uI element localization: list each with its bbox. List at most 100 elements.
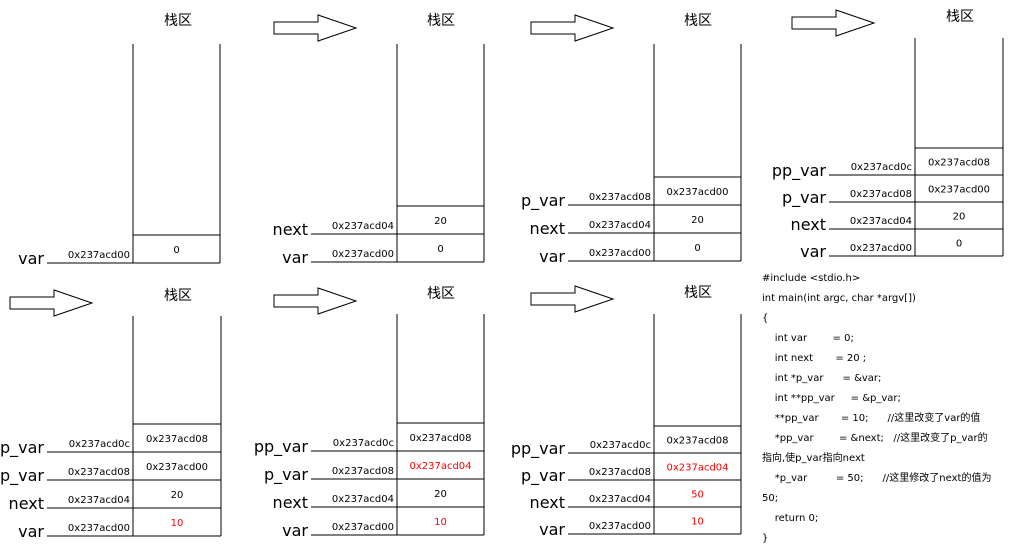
cell-value: 0x237acd00 (666, 187, 728, 198)
variable-name-label: p_var (782, 188, 826, 208)
stack-panel: 栈区 var 0x237acd00 0 (18, 13, 221, 268)
memory-address: 0x237acd04 (332, 494, 394, 505)
stack-title: 栈区 (946, 9, 974, 25)
cell-value: 0x237acd08 (146, 434, 208, 445)
step-arrow-icon (9, 289, 94, 317)
memory-address: 0x237acd08 (68, 467, 130, 478)
code-line: int var = 0; (762, 333, 854, 344)
code-line: **pp_var = 10; //这里改变了var的值 (762, 411, 980, 424)
variable-name-label: var (539, 520, 565, 539)
code-line: 50; (762, 493, 778, 504)
cell-value: 0x237acd00 (146, 462, 208, 473)
cell-value: 50 (691, 490, 704, 501)
variable-name-label: next (530, 219, 565, 238)
variable-name-label: next (530, 493, 565, 512)
cell-value: 10 (691, 517, 704, 528)
stack-panel: 栈区 var 0x237acd00 0 next 0x237acd04 20 p_var 0x2… (521, 13, 742, 266)
variable-name-label: var (282, 521, 308, 540)
memory-address: 0x237acd00 (332, 249, 394, 260)
memory-address: 0x237acd04 (68, 495, 130, 506)
stack-title: 栈区 (684, 285, 712, 301)
memory-address: 0x237acd0c (851, 162, 912, 173)
cell-value: 0x237acd04 (409, 461, 471, 472)
code-line: int *p_var = &var; (762, 373, 881, 384)
cell-value: 10 (434, 517, 447, 528)
stack-title: 栈区 (427, 286, 455, 302)
cell-value: 20 (691, 215, 704, 226)
step-arrow-icon (791, 9, 876, 37)
stack-title: 栈区 (427, 13, 455, 29)
memory-address: 0x237acd04 (589, 220, 651, 231)
code-line: #include <stdio.h> (762, 273, 860, 284)
memory-address: 0x237acd04 (589, 494, 651, 505)
variable-name-label: var (18, 522, 44, 541)
cell-value: 0x237acd04 (666, 463, 728, 474)
memory-address: 0x237acd04 (332, 221, 394, 232)
cell-value: 0x237acd08 (928, 158, 990, 169)
step-arrow-icon (273, 14, 358, 42)
memory-address: 0x237acd00 (68, 250, 130, 261)
variable-name-label: pp_var (511, 439, 566, 459)
stack-title: 栈区 (684, 13, 712, 29)
memory-address: 0x237acd0c (69, 439, 130, 450)
variable-name-label: var (539, 247, 565, 266)
code-listing: #include <stdio.h> int main(int argc, cha… (762, 273, 991, 544)
code-line: 指向,使p_var指向next (762, 451, 865, 464)
memory-address: 0x237acd04 (850, 216, 912, 227)
variable-name-label: var (282, 248, 308, 267)
cell-value: 0x237acd08 (409, 433, 471, 444)
code-line: int **pp_var = &p_var; (762, 393, 901, 404)
step-arrow-icon (273, 287, 358, 315)
variable-name-label: next (273, 220, 308, 239)
memory-address: 0x237acd00 (68, 523, 130, 534)
stack-panel: 栈区 var 0x237acd00 10 next 0x237acd04 20 p_var 0x… (254, 286, 485, 540)
cell-value: 20 (434, 216, 447, 227)
cell-value: 0x237acd08 (666, 436, 728, 447)
stack-panel: 栈区 var 0x237acd00 10 next 0x237acd04 50 p_var 0x… (511, 285, 742, 539)
stack-panel: 栈区 var 0x237acd00 10 next 0x237acd04 20 p_var 0x… (0, 288, 222, 541)
stack-panel: 栈区 var 0x237acd00 0 next 0x237acd04 20 p_var 0x2… (772, 9, 1004, 261)
memory-address: 0x237acd00 (589, 248, 651, 259)
code-line: int next = 20 ; (762, 353, 866, 364)
memory-address: 0x237acd00 (589, 521, 651, 532)
stack-panel: 栈区 var 0x237acd00 0 next 0x237acd04 20 (273, 13, 485, 267)
memory-address: 0x237acd08 (332, 466, 394, 477)
cell-value: 0x237acd00 (928, 185, 990, 196)
variable-name-label: var (800, 242, 826, 261)
stack-title: 栈区 (164, 13, 192, 29)
cell-value: 10 (171, 518, 184, 529)
variable-name-label: var (18, 249, 44, 268)
step-arrow-icon (530, 285, 615, 313)
memory-address: 0x237acd08 (589, 192, 651, 203)
memory-address: 0x237acd00 (332, 522, 394, 533)
variable-name-label: pp_var (254, 437, 309, 457)
cell-value: 20 (171, 490, 184, 501)
cell-value: 0 (437, 244, 443, 255)
cell-value: 20 (953, 212, 966, 223)
cell-value: 0 (173, 245, 179, 256)
memory-address: 0x237acd08 (589, 467, 651, 478)
cell-value: 0 (956, 239, 962, 250)
variable-name-label: pp_var (0, 438, 44, 458)
code-line: } (762, 533, 768, 544)
variable-name-label: next (273, 493, 308, 512)
cell-value: 20 (434, 489, 447, 500)
variable-name-label: next (791, 215, 826, 234)
variable-name-label: p_var (521, 466, 565, 486)
variable-name-label: p_var (0, 466, 44, 486)
code-line: *p_var = 50; //这里修改了next的值为 (762, 471, 991, 484)
memory-address: 0x237acd08 (850, 189, 912, 200)
cell-value: 0 (694, 243, 700, 254)
code-line: *pp_var = &next; //这里改变了p_var的 (762, 431, 988, 444)
memory-address: 0x237acd0c (590, 440, 651, 451)
variable-name-label: pp_var (772, 161, 827, 181)
code-line: int main(int argc, char *argv[]) (762, 293, 916, 304)
variable-name-label: next (9, 494, 44, 513)
variable-name-label: p_var (264, 465, 308, 485)
code-line: { (762, 313, 768, 324)
code-line: return 0; (762, 513, 818, 524)
step-arrow-icon (530, 14, 615, 42)
memory-address: 0x237acd00 (850, 243, 912, 254)
variable-name-label: p_var (521, 191, 565, 211)
